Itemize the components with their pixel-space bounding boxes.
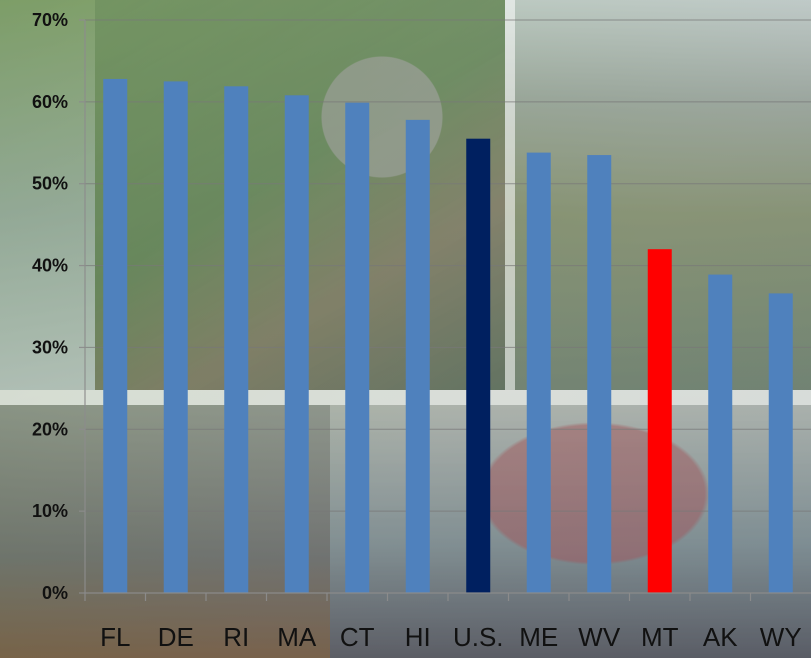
x-tick-label: MA [277,622,317,652]
y-tick-label: 70% [32,10,68,30]
bar-de [163,81,188,594]
y-tick-labels: 0% 10% 20% 30% 40% 50% 60% 70% [32,10,68,603]
bar-me [526,152,551,593]
x-tick-label: HI [405,622,431,652]
y-tick-label: 40% [32,256,68,276]
bar-hi [405,119,430,593]
x-tick-label: RI [223,622,249,652]
y-tick-label: 30% [32,337,68,357]
gridlines [85,19,811,512]
x-tick-label: WV [578,622,621,652]
x-tick-label: AK [703,622,738,652]
x-tick-label: DE [158,622,194,652]
x-tick-label: ME [519,622,558,652]
background-divider-vertical [505,0,515,390]
bar-ma [284,95,309,594]
bar-u-s [466,138,491,593]
bar-ri [224,86,249,593]
y-tick-label: 0% [42,583,68,603]
x-tick-label: WY [760,622,802,652]
y-tick-label: 20% [32,419,68,439]
x-tick-label: FL [100,622,130,652]
bar-fl [103,78,128,594]
x-tick-label: U.S. [453,622,504,652]
y-tick-label: 60% [32,92,68,112]
bar-wy [768,293,793,593]
y-tick-label: 50% [32,174,68,194]
bars [103,78,793,594]
x-tick-label: CT [340,622,375,652]
y-tick-label: 10% [32,501,68,521]
x-tick-label: MT [641,622,679,652]
background-photo-winter-lake [0,0,95,390]
bar-ct [345,102,370,593]
bar-wv [587,155,612,594]
bar-mt [647,249,672,593]
axes [79,19,811,601]
bar-ak [708,274,733,593]
x-tick-labels: FL DE RI MA CT HI U.S. ME WV MT AK WY [100,622,802,652]
